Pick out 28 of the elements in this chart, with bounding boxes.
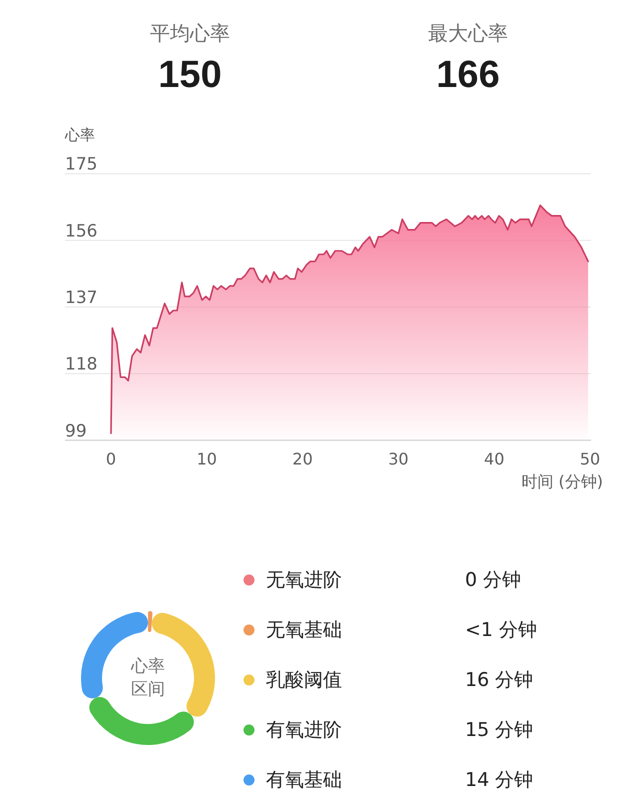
- x-tick-label: 0: [106, 450, 116, 468]
- text: 心率区间: [130, 656, 165, 700]
- x-tick-label: 30: [388, 450, 409, 468]
- legend-label: 无氧基础: [266, 619, 342, 641]
- x-tick-label: 20: [292, 450, 313, 468]
- y-axis-title: 心率: [64, 126, 95, 144]
- y-tick-label: 175: [65, 154, 98, 175]
- y-tick-label: 156: [65, 221, 98, 242]
- data-label: 16 分钟: [465, 669, 534, 691]
- category-label: 平均心率: [150, 21, 230, 45]
- data-label: <1 分钟: [465, 619, 538, 641]
- x-axis-title: 时间 (分钟): [521, 472, 603, 490]
- data-label: 150: [158, 54, 222, 96]
- text: 0 分钟: [465, 569, 522, 591]
- data-label: 166: [436, 54, 500, 96]
- x-tick-label: 10: [196, 450, 217, 468]
- legend-label: 乳酸阈值: [266, 669, 342, 691]
- x-tick-label: 50: [580, 450, 600, 468]
- legend-label: 无氧进阶: [266, 569, 342, 591]
- data-label: 14 分钟: [465, 769, 534, 791]
- y-tick-label: 99: [65, 421, 87, 442]
- y-tick-label: 118: [65, 354, 98, 375]
- data-label: 15 分钟: [465, 719, 534, 741]
- legend-label: 有氧基础: [266, 769, 342, 791]
- x-tick-label: 40: [484, 450, 504, 468]
- y-tick-label: 137: [65, 288, 98, 308]
- legend-label: 有氧进阶: [266, 719, 342, 741]
- category-label: 最大心率: [428, 21, 508, 45]
